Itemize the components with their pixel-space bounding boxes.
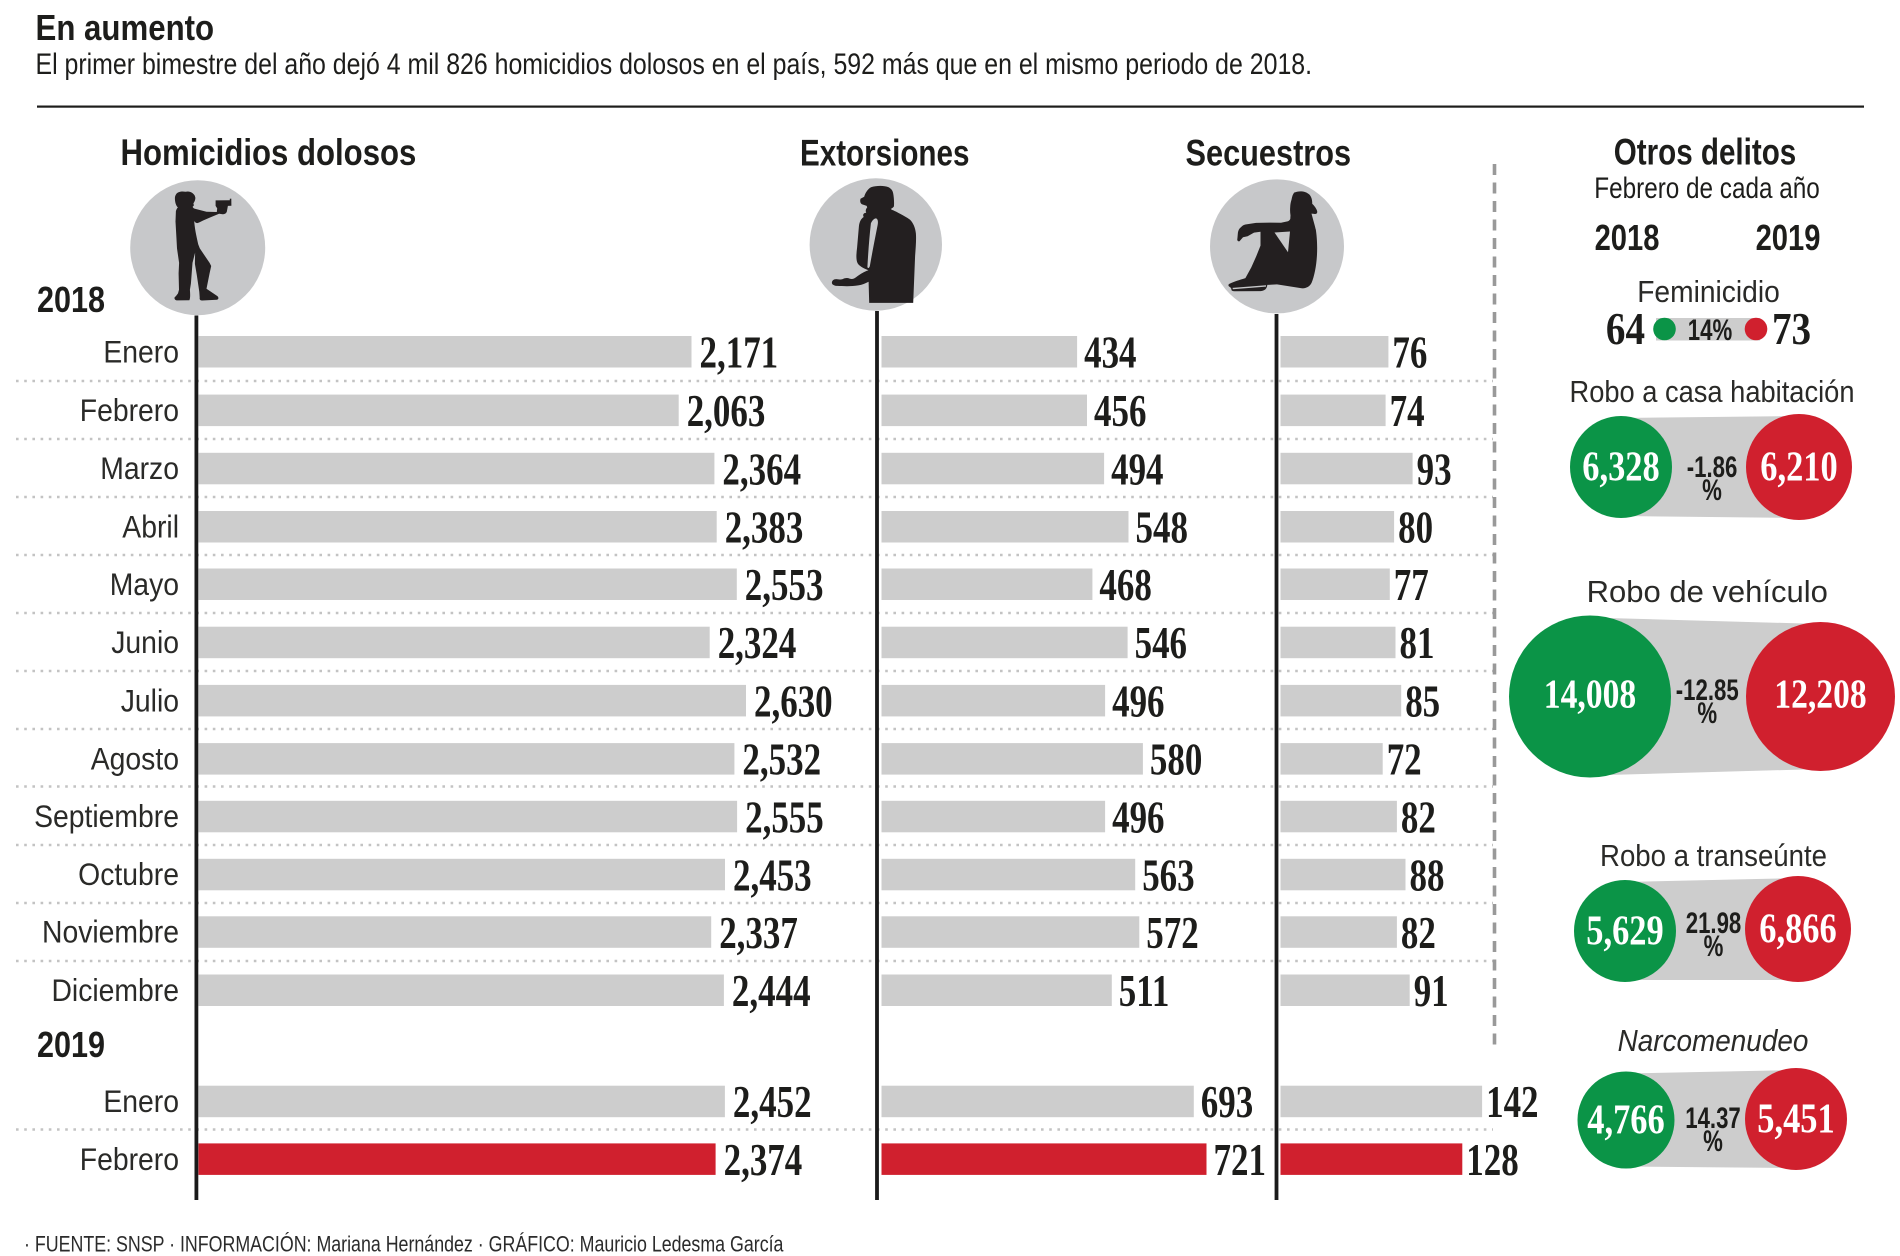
svg-text:Marzo: Marzo [100, 452, 179, 487]
svg-text:85: 85 [1405, 676, 1440, 727]
svg-text:Robo de vehículo: Robo de vehículo [1587, 574, 1828, 609]
svg-text:2,063: 2,063 [687, 386, 766, 437]
svg-text:2,337: 2,337 [719, 907, 798, 958]
svg-text:77: 77 [1394, 559, 1429, 610]
svg-text:6,210: 6,210 [1760, 444, 1837, 490]
svg-text:Enero: Enero [103, 335, 179, 370]
svg-text:80: 80 [1398, 502, 1433, 553]
svg-text:Noviembre: Noviembre [42, 915, 179, 950]
svg-text:Robo a transeúnte: Robo a transeúnte [1600, 839, 1827, 874]
svg-text:142: 142 [1486, 1077, 1538, 1128]
svg-text:2018: 2018 [37, 281, 105, 321]
svg-text:2019: 2019 [37, 1026, 105, 1066]
svg-text:494: 494 [1111, 444, 1163, 495]
svg-text:563: 563 [1142, 850, 1194, 901]
svg-text:Febrero: Febrero [80, 394, 179, 429]
svg-text:2,383: 2,383 [725, 502, 804, 553]
svg-text:4,766: 4,766 [1587, 1097, 1664, 1143]
svg-text:2,171: 2,171 [700, 327, 779, 378]
svg-text:14%: 14% [1688, 313, 1732, 347]
svg-text:Febrero: Febrero [80, 1142, 179, 1177]
svg-text:Robo a casa habitación: Robo a casa habitación [1569, 375, 1854, 409]
svg-text:· FUENTE: SNSP · INFORMACIÓN:: · FUENTE: SNSP · INFORMACIÓN: Mariana He… [24, 1232, 784, 1256]
svg-text:Extorsiones: Extorsiones [800, 133, 969, 174]
svg-text:Agosto: Agosto [91, 742, 179, 777]
svg-text:2,630: 2,630 [754, 676, 833, 727]
svg-text:14.37: 14.37 [1685, 1101, 1741, 1135]
svg-text:72: 72 [1387, 734, 1422, 785]
svg-text:6,866: 6,866 [1759, 906, 1836, 952]
svg-text:511: 511 [1119, 965, 1170, 1016]
svg-text:21.98: 21.98 [1686, 906, 1742, 940]
svg-text:81: 81 [1400, 618, 1435, 669]
svg-text:Secuestros: Secuestros [1186, 133, 1352, 174]
svg-text:2,532: 2,532 [742, 734, 821, 785]
svg-text:En aumento: En aumento [36, 9, 215, 49]
svg-text:Diciembre: Diciembre [51, 974, 179, 1009]
svg-text:Septiembre: Septiembre [34, 800, 179, 835]
svg-text:548: 548 [1136, 502, 1188, 553]
svg-text:-1.86: -1.86 [1687, 450, 1738, 484]
svg-text:2,374: 2,374 [724, 1134, 803, 1185]
svg-text:82: 82 [1401, 907, 1436, 958]
svg-text:546: 546 [1135, 618, 1187, 669]
svg-text:2,453: 2,453 [733, 850, 812, 901]
svg-text:572: 572 [1146, 907, 1198, 958]
svg-text:468: 468 [1099, 559, 1151, 610]
svg-text:12,208: 12,208 [1774, 673, 1866, 718]
svg-text:2,555: 2,555 [745, 792, 824, 843]
svg-text:456: 456 [1094, 386, 1146, 437]
svg-text:14,008: 14,008 [1544, 673, 1636, 718]
svg-text:82: 82 [1401, 792, 1436, 843]
svg-text:%: % [1702, 473, 1722, 507]
svg-text:Mayo: Mayo [110, 568, 179, 603]
svg-text:2,444: 2,444 [732, 965, 811, 1016]
svg-text:76: 76 [1392, 327, 1427, 378]
svg-text:Homicidios dolosos: Homicidios dolosos [121, 133, 417, 174]
svg-text:2,452: 2,452 [733, 1077, 812, 1128]
svg-text:73: 73 [1772, 304, 1811, 355]
svg-text:496: 496 [1112, 676, 1164, 727]
svg-text:Feminicidio: Feminicidio [1637, 275, 1780, 310]
svg-text:Octubre: Octubre [78, 858, 179, 893]
svg-text:Julio: Julio [121, 684, 179, 719]
svg-text:5,451: 5,451 [1757, 1096, 1834, 1142]
svg-text:2018: 2018 [1595, 217, 1660, 258]
svg-text:-12.85: -12.85 [1676, 673, 1739, 707]
svg-text:2,364: 2,364 [722, 444, 801, 495]
svg-text:6,328: 6,328 [1582, 444, 1659, 490]
svg-text:Narcomenudeo: Narcomenudeo [1618, 1024, 1809, 1059]
svg-text:Enero: Enero [103, 1085, 179, 1120]
svg-text:Otros delitos: Otros delitos [1614, 132, 1797, 173]
svg-text:434: 434 [1084, 327, 1136, 378]
svg-text:Junio: Junio [111, 626, 179, 661]
svg-text:2019: 2019 [1756, 217, 1821, 258]
svg-text:%: % [1703, 1124, 1723, 1158]
svg-text:Abril: Abril [122, 510, 179, 545]
svg-text:64: 64 [1606, 304, 1645, 355]
svg-text:721: 721 [1214, 1134, 1266, 1185]
svg-text:5,629: 5,629 [1586, 908, 1663, 954]
svg-text:%: % [1697, 696, 1717, 730]
svg-text:128: 128 [1466, 1134, 1518, 1185]
svg-text:88: 88 [1410, 850, 1445, 901]
svg-text:496: 496 [1112, 792, 1164, 843]
svg-text:El primer bimestre del año dej: El primer bimestre del año dejó 4 mil 82… [36, 47, 1313, 81]
svg-text:2,324: 2,324 [718, 618, 797, 669]
svg-text:93: 93 [1417, 444, 1452, 495]
svg-text:%: % [1704, 929, 1724, 963]
svg-text:2,553: 2,553 [745, 559, 824, 610]
svg-text:74: 74 [1390, 386, 1425, 437]
svg-text:Febrero de cada año: Febrero de cada año [1594, 171, 1819, 205]
svg-text:91: 91 [1414, 965, 1449, 1016]
svg-text:693: 693 [1201, 1077, 1253, 1128]
svg-text:580: 580 [1150, 734, 1202, 785]
